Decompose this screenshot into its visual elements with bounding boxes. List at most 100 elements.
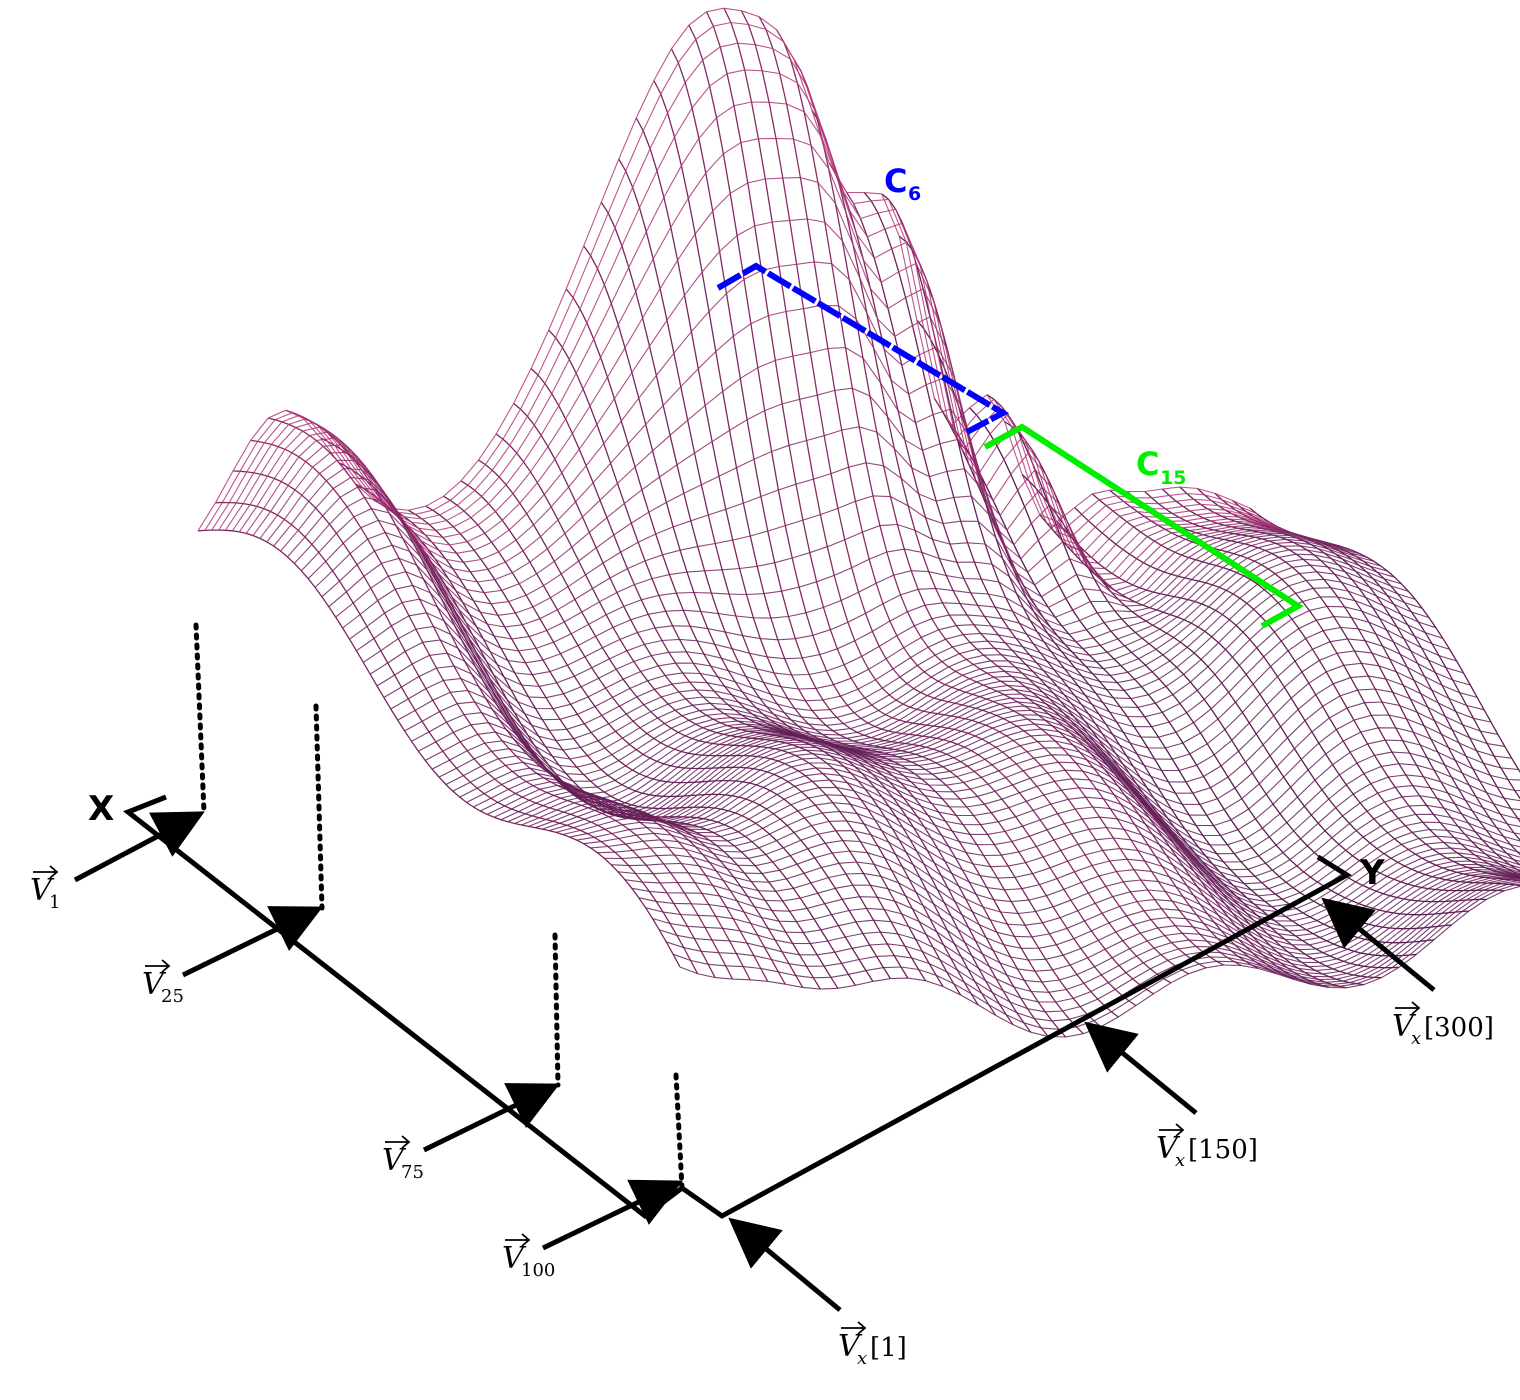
surface-line [376,578,1430,760]
label-vx300: V x [300] [1392,1001,1494,1049]
label-v1-vector-arrow [33,865,59,879]
row-arrows [73,811,684,1251]
cluster-c6-bracket [716,262,1010,435]
surface-line [617,871,1520,964]
cluster-c15: C 15 [983,423,1304,629]
cluster-c15-letter: C [1136,445,1159,483]
surface-line [565,288,1049,1037]
surface-line [356,558,1409,731]
surface-line [445,688,1499,814]
surface-line [631,876,1520,972]
x-axis [123,794,684,1220]
surface-line [604,850,1520,955]
surface-line [486,734,1520,863]
drop-line-v25 [313,703,325,911]
cluster-c15-bracket [983,423,1304,629]
surface-line [314,531,1368,664]
surface-line [328,541,1381,687]
drop-lines [193,622,685,1191]
surface-line [342,549,1395,710]
cluster-c15-subscript: 15 [1160,467,1186,489]
label-vx1-sub: x [857,1348,867,1369]
surface-line [266,347,1320,587]
label-vx150-sub: x [1175,1150,1185,1171]
label-vx1: V x [1] [838,1321,907,1369]
label-v100-base: V [502,1241,527,1276]
arrow-v25 [181,906,323,978]
label-v75-vector-arrow [385,1135,411,1149]
surface-line [590,830,1520,946]
surface-line [293,495,1347,628]
drop-line-v100 [673,1072,685,1191]
surface-line [645,878,1520,993]
surface-line [443,495,927,982]
label-v100-vector-arrow [505,1233,531,1247]
label-v1-base: V [30,873,55,908]
arrow-v100 [541,1179,684,1251]
surface-line [528,762,1520,902]
y-axis-label: Y [1359,853,1385,893]
surface-line [500,746,1520,878]
label-vx300-base: V [1392,1009,1417,1044]
surface-line [576,810,1520,937]
surface-line [624,875,1520,968]
surface-line [302,417,786,985]
arrow-vx1 [728,1217,842,1312]
label-v25-base: V [142,967,167,1002]
surface-line [638,877,1520,983]
surface-line [652,879,1520,1003]
surface-line [411,626,1464,795]
label-vx1-base: V [838,1329,863,1364]
surface-line [280,426,1333,605]
surface-line [493,740,1520,871]
label-vx150-vector-arrow [1159,1123,1185,1137]
arrow-v1 [73,811,205,883]
arrow-vx150 [1084,1021,1198,1115]
surface-line [611,861,1520,960]
label-v1-sub: 1 [49,892,60,913]
label-vx150-base: V [1156,1131,1181,1166]
surface-line [583,820,1520,942]
surface-line [555,786,1520,922]
column-vector-labels: V x [1] V x [150] V x [300] [838,1001,1494,1369]
arrow-v75 [422,1083,560,1153]
cluster-c6-subscript: 6 [908,183,921,205]
arrow-vx300 [1321,897,1436,992]
y-axis-line [680,854,1352,1219]
surface-line [273,387,1326,594]
label-vx150-index: [150] [1188,1135,1258,1165]
drop-line-v1 [193,622,207,815]
surface-line [383,587,1437,768]
surface-line [597,840,1520,951]
surface-line [369,571,1423,751]
label-vx150: V x [150] [1156,1123,1258,1171]
label-v75-sub: 75 [401,1162,424,1183]
label-v100-sub: 100 [521,1260,555,1281]
surface-line [562,794,1520,927]
surface-line [300,508,1354,640]
surface-line [335,545,1388,699]
column-arrows [728,897,1436,1312]
surface-line [514,753,1520,891]
label-v25: V 25 [142,959,184,1007]
label-v25-sub: 25 [161,986,184,1007]
surface-line [287,462,1340,616]
surface-line [898,235,1382,979]
surface-line [238,177,1292,564]
label-vx300-sub: x [1411,1028,1421,1049]
label-vx1-index: [1] [870,1333,907,1363]
surface-line [362,564,1416,742]
surface-line [211,42,1265,538]
wireframe-surface [197,7,1520,1038]
surface-line [259,304,1313,581]
y-axis [680,854,1352,1219]
label-vx300-vector-arrow [1395,1001,1421,1015]
surface-line [218,69,1271,546]
label-v1: V 1 [30,865,60,913]
surface-line [542,773,1520,913]
x-axis-label: X [88,789,114,829]
label-vx300-index: [300] [1424,1013,1494,1043]
surface-line [404,616,1457,789]
surface-line [672,883,1520,1030]
